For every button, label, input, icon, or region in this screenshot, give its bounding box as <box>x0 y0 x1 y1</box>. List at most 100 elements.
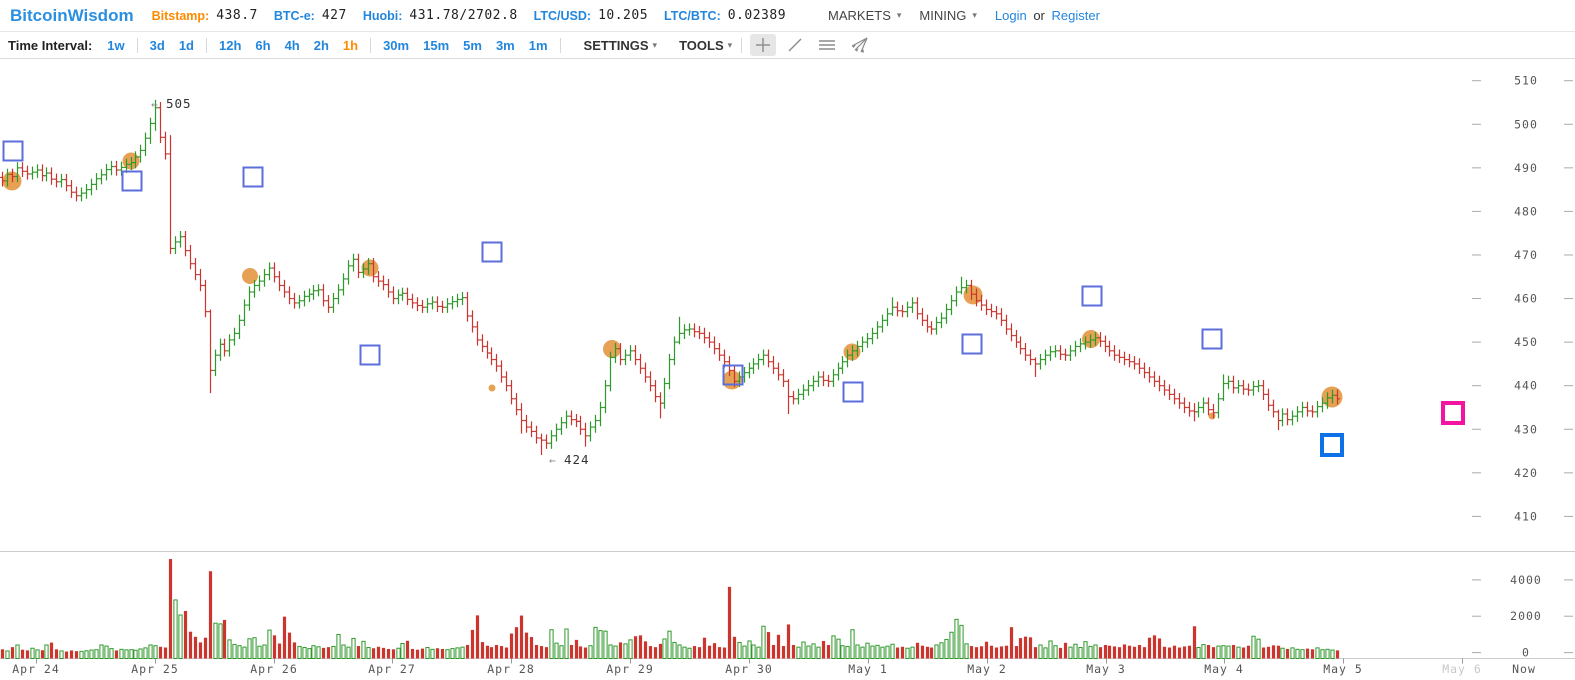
volume-bar <box>10 647 15 659</box>
brand-logo[interactable]: BitcoinWisdom <box>10 5 134 25</box>
volume-bar <box>1083 641 1088 659</box>
interval-2h[interactable]: 2h <box>313 37 329 53</box>
trendline-tool-button[interactable] <box>782 34 808 56</box>
volume-bar <box>722 647 727 659</box>
price-tick-label: 450 <box>1514 335 1538 349</box>
order-square-marker[interactable] <box>1081 285 1103 307</box>
volume-bar <box>336 633 341 659</box>
volume-bar <box>578 646 583 659</box>
volume-bar <box>307 648 312 659</box>
settings-menu-button[interactable]: SETTINGS <box>583 37 649 53</box>
volume-bar <box>494 644 499 659</box>
volume-bar <box>539 646 544 659</box>
login-link[interactable]: Login <box>994 8 1027 23</box>
order-square-marker[interactable] <box>481 241 503 263</box>
order-square-marker[interactable] <box>121 170 143 192</box>
interval-15m[interactable]: 15m <box>423 37 450 53</box>
volume-bar <box>386 648 391 659</box>
toolbar: Time Interval: 1w 3d 1d 12h 6h 4h 2h 1h 30m 15m 5m… <box>0 32 1575 59</box>
volume-bar <box>445 649 450 660</box>
volume-bar <box>1152 635 1157 659</box>
order-square-marker[interactable] <box>1201 328 1223 350</box>
volume-bar <box>1167 647 1172 659</box>
price-flag-square-marker[interactable] <box>1441 401 1465 425</box>
date-tick-label: Apr 28 <box>487 662 535 676</box>
volume-bar <box>994 647 999 659</box>
volume-bar <box>262 644 267 660</box>
volume-bar <box>124 649 129 659</box>
volume-bar <box>104 645 109 660</box>
volume-bar <box>1137 644 1142 659</box>
register-link[interactable]: Register <box>1051 8 1100 23</box>
interval-30m[interactable]: 30m <box>383 37 410 53</box>
volume-bar <box>860 646 865 660</box>
volume-bar <box>692 646 697 659</box>
volume-bar <box>1157 638 1162 659</box>
order-square-marker[interactable] <box>242 166 264 188</box>
interval-3d[interactable]: 3d <box>149 37 165 53</box>
volume-bar <box>227 639 232 660</box>
volume-bar <box>559 645 564 660</box>
candlesticks <box>0 99 1340 455</box>
volume-bar <box>84 650 89 660</box>
annotation-arrow-icon: ← <box>151 98 158 111</box>
volume-bar <box>410 648 415 659</box>
menu-mining[interactable]: MINING <box>919 8 967 23</box>
volume-bar <box>1043 647 1048 659</box>
order-square-marker[interactable] <box>961 333 983 355</box>
interval-1d[interactable]: 1d <box>178 37 194 53</box>
volume-bar <box>242 646 247 660</box>
volume-bar <box>1330 649 1335 659</box>
interval-3m[interactable]: 3m <box>495 37 515 53</box>
order-square-marker[interactable] <box>2 140 24 162</box>
volume-bar <box>781 646 786 659</box>
volume-bar <box>1112 646 1117 659</box>
interval-5m[interactable]: 5m <box>463 37 482 53</box>
crosshair-tool-button[interactable] <box>750 34 777 56</box>
volume-bar <box>415 649 420 659</box>
interval-1w[interactable]: 1w <box>107 37 125 53</box>
interval-6h[interactable]: 6h <box>255 37 271 53</box>
volume-bar <box>1107 645 1112 659</box>
interval-selector: 1w 3d 1d 12h 6h 4h 2h 1h 30m 15m 5m 3m 1m <box>100 37 565 53</box>
volume-bar <box>475 615 480 659</box>
interval-12h[interactable]: 12h <box>218 37 242 53</box>
volume-bar <box>143 647 148 659</box>
volume-bar <box>588 645 593 660</box>
fan-lines-tool-button[interactable] <box>846 34 872 56</box>
volume-bar <box>845 645 850 659</box>
horizontal-lines-tool-button[interactable] <box>814 34 840 56</box>
order-square-marker[interactable] <box>842 381 864 403</box>
chart-svg[interactable]: 510 500 490 480 470 460 450 440 430 420 410 4000 200… <box>0 59 1575 680</box>
volume-bar <box>920 645 925 659</box>
interval-1m[interactable]: 1m <box>528 37 548 53</box>
divider <box>136 37 138 53</box>
volume-bar <box>870 645 875 660</box>
volume-bar <box>524 632 529 659</box>
date-tick-label: Apr 26 <box>250 662 298 676</box>
volume-bar <box>183 611 188 659</box>
volume-bar <box>54 649 59 659</box>
order-square-marker[interactable] <box>722 364 744 386</box>
volume-bar <box>371 648 376 659</box>
ticker-ltcusd: LTC/USD: 10.205 <box>534 8 648 23</box>
price-annotations: ← 505 ← 424 <box>151 96 589 467</box>
tools-menu-button[interactable]: TOOLS <box>679 37 724 53</box>
date-tick-label: Apr 24 <box>12 662 60 676</box>
volume-bar <box>925 646 930 659</box>
volume-bar <box>480 642 485 659</box>
volume-bar <box>949 631 954 659</box>
interval-4h[interactable]: 4h <box>284 37 300 53</box>
order-square-marker[interactable] <box>359 344 381 366</box>
volume-bar <box>1014 646 1019 659</box>
menu-markets[interactable]: MARKETS <box>828 8 891 23</box>
volume-bar <box>272 635 277 659</box>
interval-1h[interactable]: 1h <box>342 37 359 53</box>
volume-bar <box>944 639 949 659</box>
candlestick-chart-area[interactable]: 510 500 490 480 470 460 450 440 430 420 410 4000 200… <box>0 59 1575 680</box>
highlight-square-marker[interactable] <box>1320 433 1344 457</box>
volume-bar <box>1103 644 1108 659</box>
volume-bar <box>549 629 554 659</box>
price-tick-label: 490 <box>1514 161 1538 175</box>
volume-bar <box>282 616 287 659</box>
